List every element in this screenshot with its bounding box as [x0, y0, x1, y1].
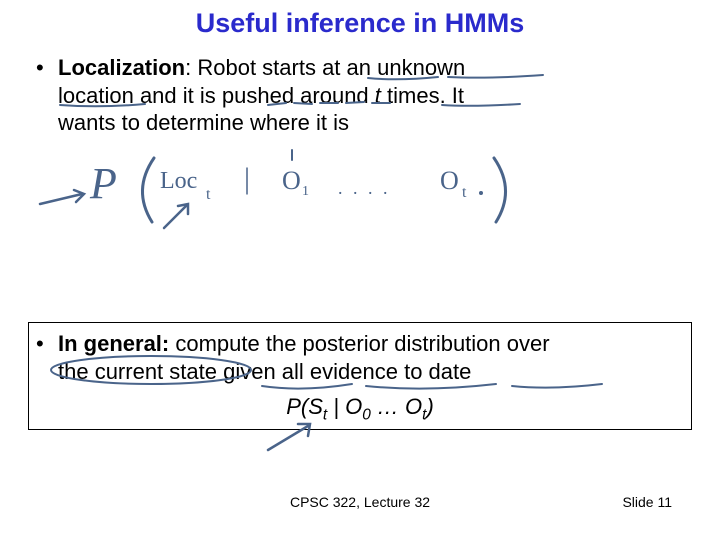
bullet1-line2b: times. It: [381, 83, 464, 108]
hand-Ot: O: [440, 166, 459, 196]
hand-one: 1: [302, 184, 309, 200]
hand-arrow-left: [36, 188, 92, 212]
hand-loc-t: t: [206, 186, 210, 204]
hand-loc: Loc: [160, 168, 197, 195]
hand-tick: [288, 148, 298, 164]
hand-dots: . . . .: [338, 178, 391, 199]
hand-tt: t: [462, 184, 466, 202]
formula-post: ): [426, 394, 433, 419]
bullet-dot: •: [36, 54, 44, 82]
slide: Useful inference in HMMs • Localization:…: [0, 0, 720, 540]
formula-sub2: 0: [362, 406, 371, 423]
hand-paren-right: [484, 150, 524, 230]
slide-title: Useful inference in HMMs: [0, 8, 720, 39]
formula-pre: P(S: [286, 394, 323, 419]
formula-mid2: … O: [371, 394, 422, 419]
bullet-dot-2: •: [36, 330, 44, 358]
hand-paren-left: [126, 150, 166, 230]
footer-right: Slide 11: [622, 494, 672, 510]
bullet-localization: • Localization: Robot starts at an unkno…: [58, 54, 658, 137]
hand-bar: |: [244, 162, 250, 196]
bullet-general: • In general: compute the posterior dist…: [58, 330, 682, 385]
formula-mid: | O: [327, 394, 362, 419]
bullet2-line2: the current state given all evidence to …: [58, 359, 471, 384]
bullet1-lead: Localization: [58, 55, 185, 80]
bullet1-line2a: location and it is pushed around: [58, 83, 375, 108]
bullet2-rest1: compute the posterior distribution over: [169, 331, 549, 356]
bullet1-rest1: : Robot starts at an unknown: [185, 55, 465, 80]
footer-center: CPSC 322, Lecture 32: [0, 494, 720, 510]
hand-dot-after-t: [478, 190, 486, 198]
hand-P: P: [90, 158, 117, 209]
hand-arrow-loc: [158, 200, 198, 234]
hand-O1: O: [282, 166, 301, 196]
formula: P(St | O0 … Ot): [0, 394, 720, 424]
bullet1-line3: wants to determine where it is: [58, 110, 349, 135]
bullet2-lead: In general:: [58, 331, 169, 356]
